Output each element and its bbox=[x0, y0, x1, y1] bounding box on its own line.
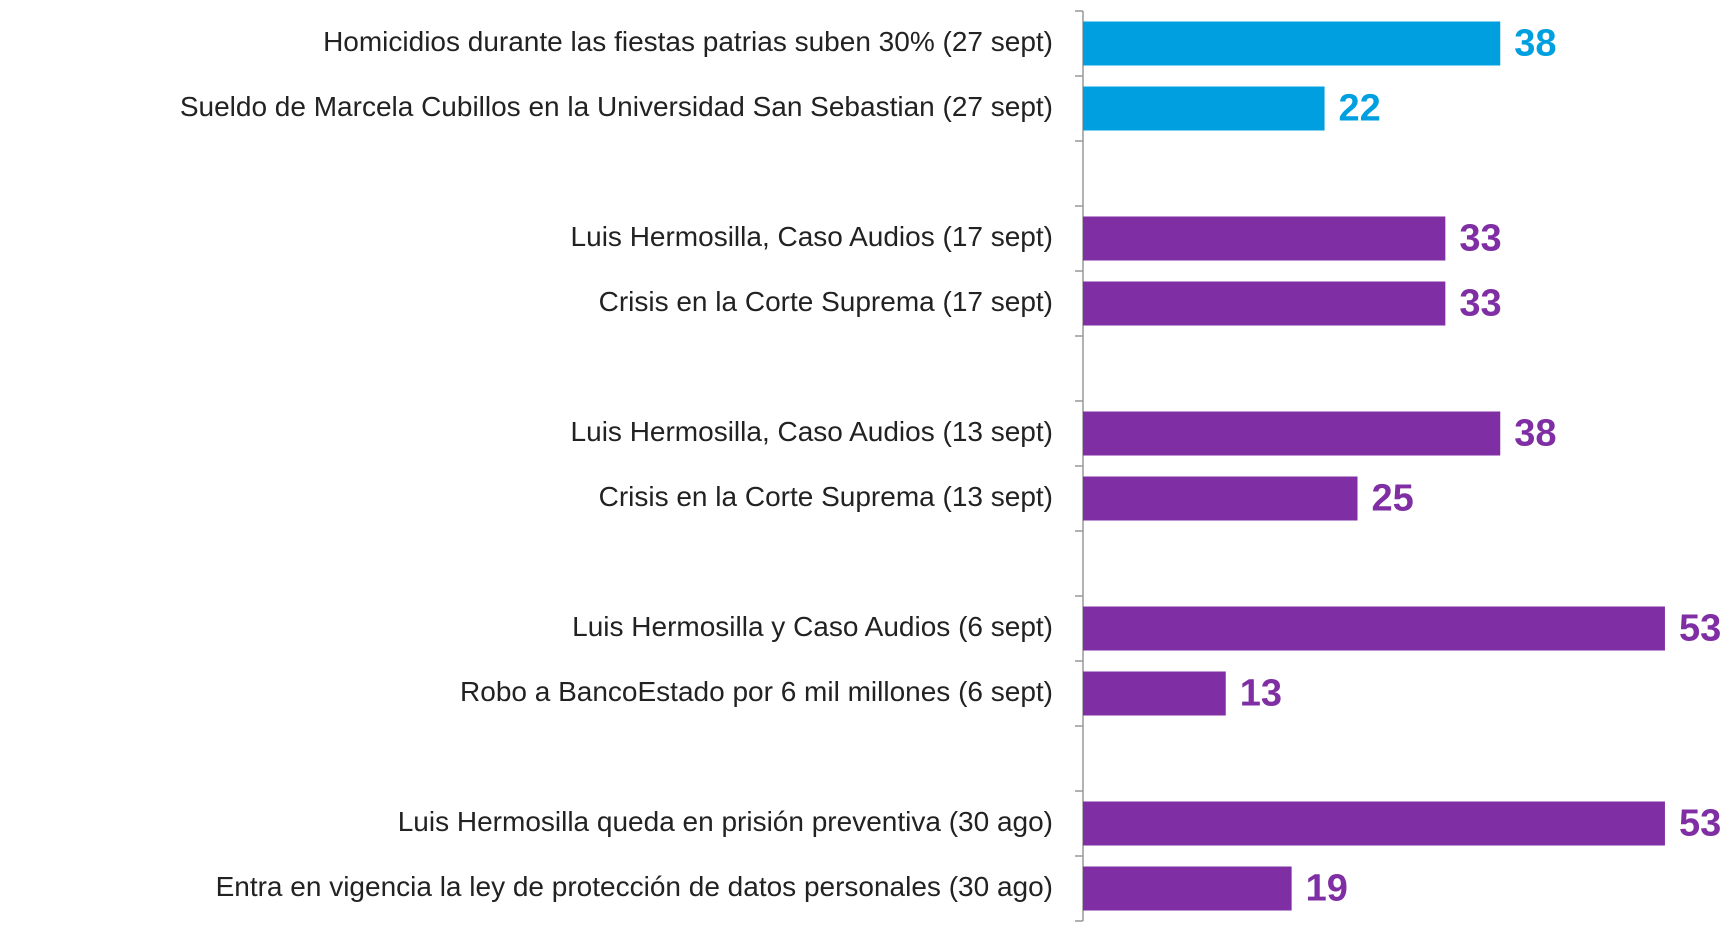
bar bbox=[1083, 86, 1325, 131]
category-label: Crisis en la Corte Suprema (17 sept) bbox=[599, 286, 1053, 317]
value-label: 13 bbox=[1240, 673, 1282, 715]
value-label: 33 bbox=[1459, 218, 1501, 260]
category-label: Homicidios durante las fiestas patrias s… bbox=[323, 26, 1053, 57]
value-label: 22 bbox=[1339, 88, 1381, 130]
bar bbox=[1083, 801, 1665, 846]
value-label: 33 bbox=[1459, 283, 1501, 325]
bar bbox=[1083, 281, 1446, 326]
category-label: Robo a BancoEstado por 6 mil millones (6… bbox=[460, 676, 1053, 707]
category-label: Crisis en la Corte Suprema (13 sept) bbox=[599, 481, 1053, 512]
bar bbox=[1083, 671, 1226, 716]
value-label: 53 bbox=[1679, 803, 1721, 845]
category-label: Luis Hermosilla, Caso Audios (17 sept) bbox=[571, 221, 1053, 252]
bar bbox=[1083, 216, 1446, 261]
bar bbox=[1083, 606, 1665, 651]
category-label: Luis Hermosilla queda en prisión prevent… bbox=[398, 806, 1053, 837]
category-label: Sueldo de Marcela Cubillos en la Univers… bbox=[180, 91, 1053, 122]
value-label: 25 bbox=[1372, 478, 1414, 520]
bar bbox=[1083, 21, 1501, 66]
value-label: 38 bbox=[1514, 23, 1556, 65]
value-label: 19 bbox=[1306, 868, 1348, 910]
bar bbox=[1083, 476, 1358, 521]
value-label: 38 bbox=[1514, 413, 1556, 455]
category-label: Luis Hermosilla y Caso Audios (6 sept) bbox=[572, 611, 1053, 642]
value-label: 53 bbox=[1679, 608, 1721, 650]
category-label: Luis Hermosilla, Caso Audios (13 sept) bbox=[571, 416, 1053, 447]
bar bbox=[1083, 411, 1501, 456]
bar bbox=[1083, 866, 1292, 911]
category-label: Entra en vigencia la ley de protección d… bbox=[216, 871, 1053, 902]
